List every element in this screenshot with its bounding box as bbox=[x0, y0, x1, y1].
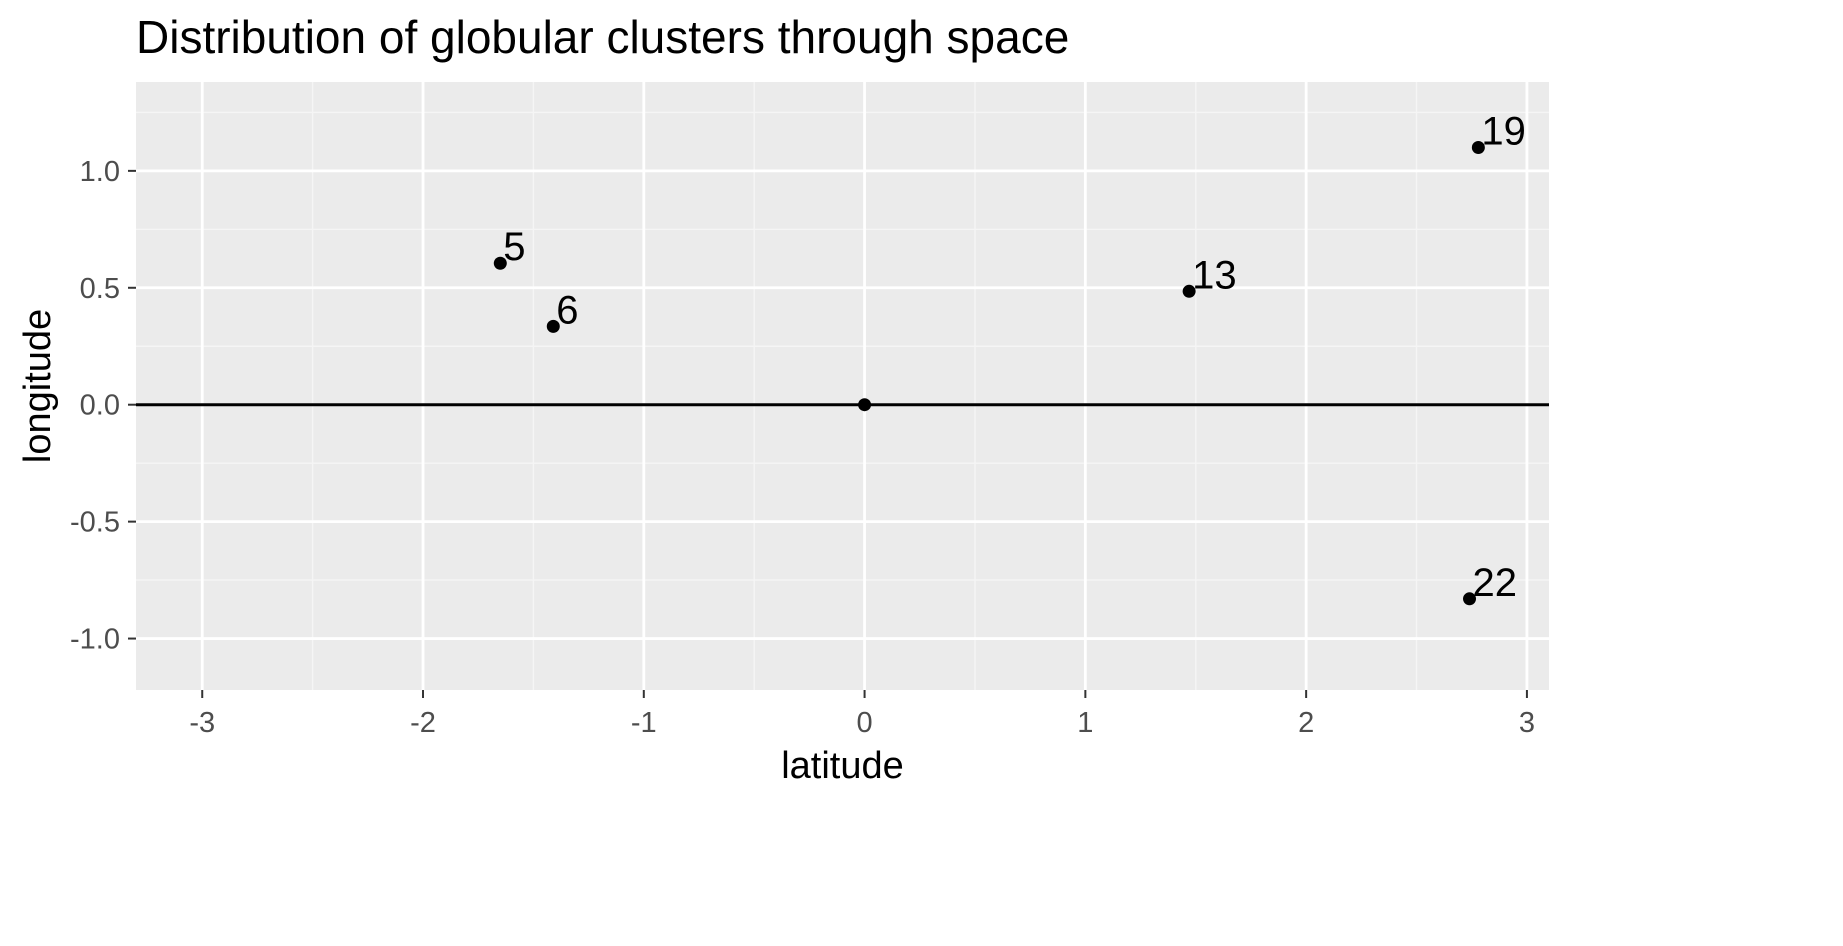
chart-title: Distribution of globular clusters throug… bbox=[136, 11, 1069, 63]
data-points bbox=[493, 140, 1485, 606]
point-label: 22 bbox=[1473, 561, 1518, 605]
minor-gridlines bbox=[136, 82, 1549, 690]
plot-panel bbox=[136, 82, 1549, 690]
y-tick-label: 1.0 bbox=[80, 156, 120, 188]
data-point bbox=[1471, 140, 1485, 154]
point-label: 5 bbox=[503, 225, 525, 269]
point-label: 6 bbox=[556, 288, 578, 332]
data-point bbox=[858, 398, 872, 412]
data-point bbox=[493, 256, 507, 270]
x-tick-label: -2 bbox=[410, 707, 436, 739]
y-tick-label: 0.0 bbox=[80, 390, 120, 422]
y-tick-label: -0.5 bbox=[70, 507, 120, 539]
x-axis-title: latitude bbox=[781, 745, 904, 787]
point-label: 13 bbox=[1192, 253, 1237, 297]
y-axis-title: longitude bbox=[17, 309, 59, 463]
data-point bbox=[1463, 592, 1477, 606]
x-axis-ticks: -3 -2 -1 0 1 2 3 bbox=[189, 690, 1535, 739]
x-tick-label: 0 bbox=[857, 707, 873, 739]
x-tick-label: 3 bbox=[1519, 707, 1535, 739]
point-labels: 56 13 19 22 bbox=[503, 109, 1526, 604]
x-tick-label: 2 bbox=[1298, 707, 1314, 739]
data-point bbox=[546, 319, 560, 333]
y-tick-label: 0.5 bbox=[80, 273, 120, 305]
point-label: 19 bbox=[1481, 109, 1526, 153]
x-tick-label: -1 bbox=[631, 707, 657, 739]
y-axis-ticks: -1.0 -0.5 0.0 0.5 1.0 bbox=[70, 156, 136, 656]
x-tick-label: 1 bbox=[1077, 707, 1093, 739]
data-point bbox=[1182, 284, 1196, 298]
y-tick-label: -1.0 bbox=[70, 624, 120, 656]
x-tick-label: -3 bbox=[189, 707, 215, 739]
